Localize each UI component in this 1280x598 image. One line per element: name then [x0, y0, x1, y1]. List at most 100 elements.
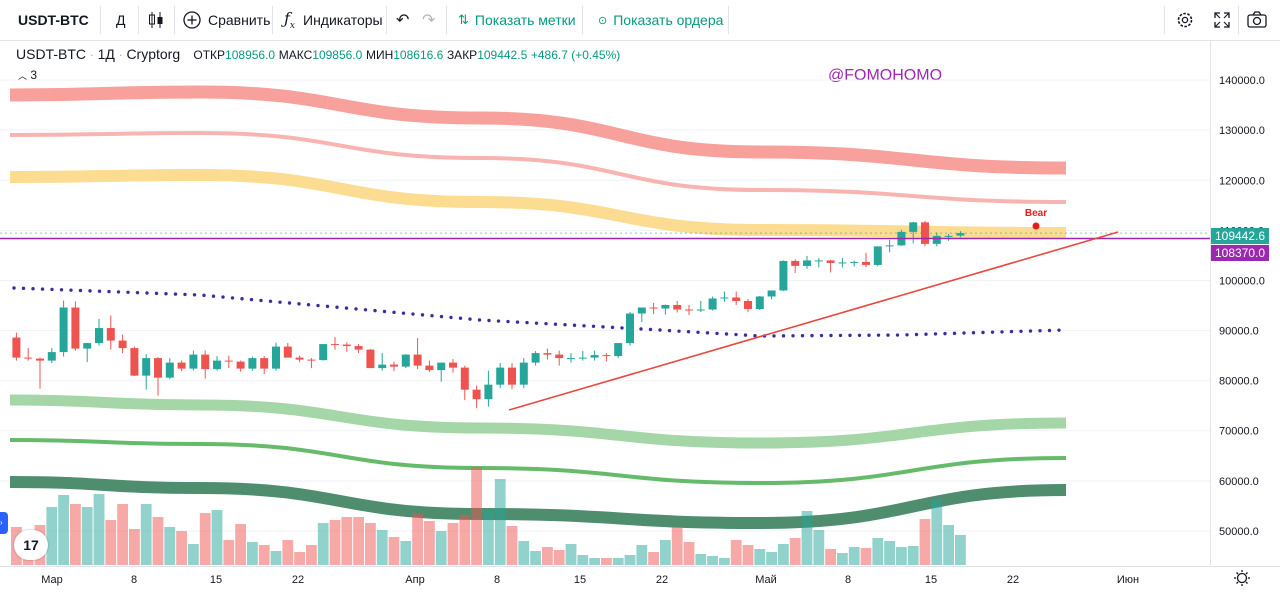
- candle: [956, 231, 965, 238]
- candle-body: [83, 343, 92, 349]
- time-tick-label: Май: [755, 574, 777, 586]
- midline-dot: [249, 297, 254, 302]
- show-orders-button[interactable]: ⊙ Показать ордера: [598, 0, 723, 40]
- candle: [177, 360, 186, 372]
- midline-dot: [753, 334, 757, 338]
- volume-bar: [247, 542, 258, 565]
- midline-dot: [278, 300, 282, 304]
- midline-dot: [553, 322, 558, 326]
- midline-dot: [287, 301, 292, 305]
- midline-dot: [895, 333, 900, 337]
- midline-dot: [677, 329, 681, 333]
- volume-bar: [742, 545, 754, 565]
- candle: [142, 354, 151, 390]
- function-icon: ƒx: [284, 8, 295, 32]
- midline-dot: [192, 293, 197, 297]
- camera-icon: [1247, 11, 1267, 28]
- price-tick-label: 90000.0: [1219, 326, 1259, 338]
- midline-dot: [373, 308, 377, 313]
- plus-circle-icon: [183, 11, 201, 29]
- candle: [838, 257, 847, 268]
- midline-dot: [116, 290, 121, 294]
- time-tick-label: 22: [1007, 574, 1019, 586]
- candle-body: [826, 260, 835, 263]
- time-tick-label: 8: [494, 574, 500, 586]
- tradingview-logo[interactable]: 17: [14, 530, 48, 560]
- settings-button[interactable]: [1175, 0, 1195, 40]
- candle-body: [224, 360, 233, 362]
- candle: [508, 363, 516, 390]
- midline-dot: [971, 331, 976, 335]
- midline-dot: [487, 318, 491, 323]
- candle-body: [555, 354, 564, 359]
- screenshot-button[interactable]: [1246, 0, 1268, 40]
- time-tick-label: 8: [845, 574, 851, 586]
- volume-bar: [412, 514, 423, 565]
- midline-dot: [135, 290, 140, 295]
- candle: [555, 350, 564, 366]
- compare-button[interactable]: Сравнить: [182, 0, 270, 40]
- low-label: МИН: [365, 48, 394, 62]
- toolbar-divider: [728, 6, 729, 34]
- candle: [460, 365, 469, 401]
- candle: [614, 343, 623, 359]
- candle-body: [803, 260, 811, 266]
- volume-bar: [801, 511, 813, 565]
- last-price-badge: 109442.6: [1211, 228, 1269, 244]
- volume-bar: [93, 494, 105, 565]
- time-scale[interactable]: Мар 8 15 22 Апр 8 15 22 Май 8 15 22 Июн: [0, 566, 1280, 593]
- candle-body: [390, 364, 398, 367]
- expand-icon: [1214, 12, 1230, 28]
- volume-bar: [648, 552, 659, 565]
- redo-button[interactable]: ↷: [422, 0, 435, 40]
- show-marks-button[interactable]: ⇅ Показать метки: [458, 0, 576, 40]
- candle: [213, 356, 221, 371]
- candle: [626, 312, 634, 346]
- candle: [59, 300, 68, 357]
- volume-bar: [860, 548, 872, 565]
- price-scale[interactable]: 140000.0130000.0120000.0110000.0100000.0…: [1210, 40, 1280, 565]
- candle: [307, 358, 316, 369]
- interval-button[interactable]: Д: [116, 0, 125, 40]
- candle-body: [401, 354, 410, 367]
- midline-dot: [914, 332, 919, 337]
- candle: [496, 363, 505, 389]
- volume-bar: [388, 537, 400, 565]
- midline-dot: [259, 298, 263, 303]
- volume-bar: [270, 551, 282, 565]
- undo-button[interactable]: ↶: [396, 0, 409, 40]
- midline-dot: [183, 292, 187, 297]
- candle: [390, 361, 398, 372]
- toolbar-divider: [386, 6, 387, 34]
- indicators-button[interactable]: ƒx Индикаторы: [284, 0, 383, 40]
- toolbar-divider: [138, 6, 139, 34]
- sidebar-toggle[interactable]: ›: [0, 512, 8, 534]
- candle: [201, 350, 210, 379]
- show-marks-label: Показать метки: [474, 12, 576, 28]
- midline-dot: [848, 333, 852, 338]
- candle: [519, 358, 528, 389]
- candle: [24, 348, 33, 361]
- candle: [83, 343, 92, 363]
- midline-dot: [21, 286, 26, 291]
- volume-bar: [400, 541, 412, 565]
- fullscreen-button[interactable]: [1212, 0, 1232, 40]
- volume-bar: [577, 555, 589, 565]
- volume-bar: [624, 555, 636, 565]
- candle-body: [696, 309, 705, 311]
- axis-settings-icon[interactable]: [1234, 570, 1250, 586]
- candle: [71, 301, 80, 351]
- symbol-search-button[interactable]: USDT-BTC: [18, 0, 89, 40]
- volume-bar: [612, 558, 624, 565]
- volume-bar: [506, 526, 518, 565]
- midline-dot: [515, 320, 520, 324]
- volume-bar: [282, 540, 294, 565]
- candle: [732, 291, 741, 306]
- midline-dot: [392, 310, 396, 315]
- indicators-toggle[interactable]: ︿ 3: [18, 68, 37, 82]
- time-tick-label: Июн: [1117, 574, 1139, 586]
- chart-type-button[interactable]: [146, 0, 166, 40]
- price-chart[interactable]: Bear: [0, 40, 1210, 566]
- midline-dot: [943, 331, 947, 336]
- candle: [708, 296, 717, 311]
